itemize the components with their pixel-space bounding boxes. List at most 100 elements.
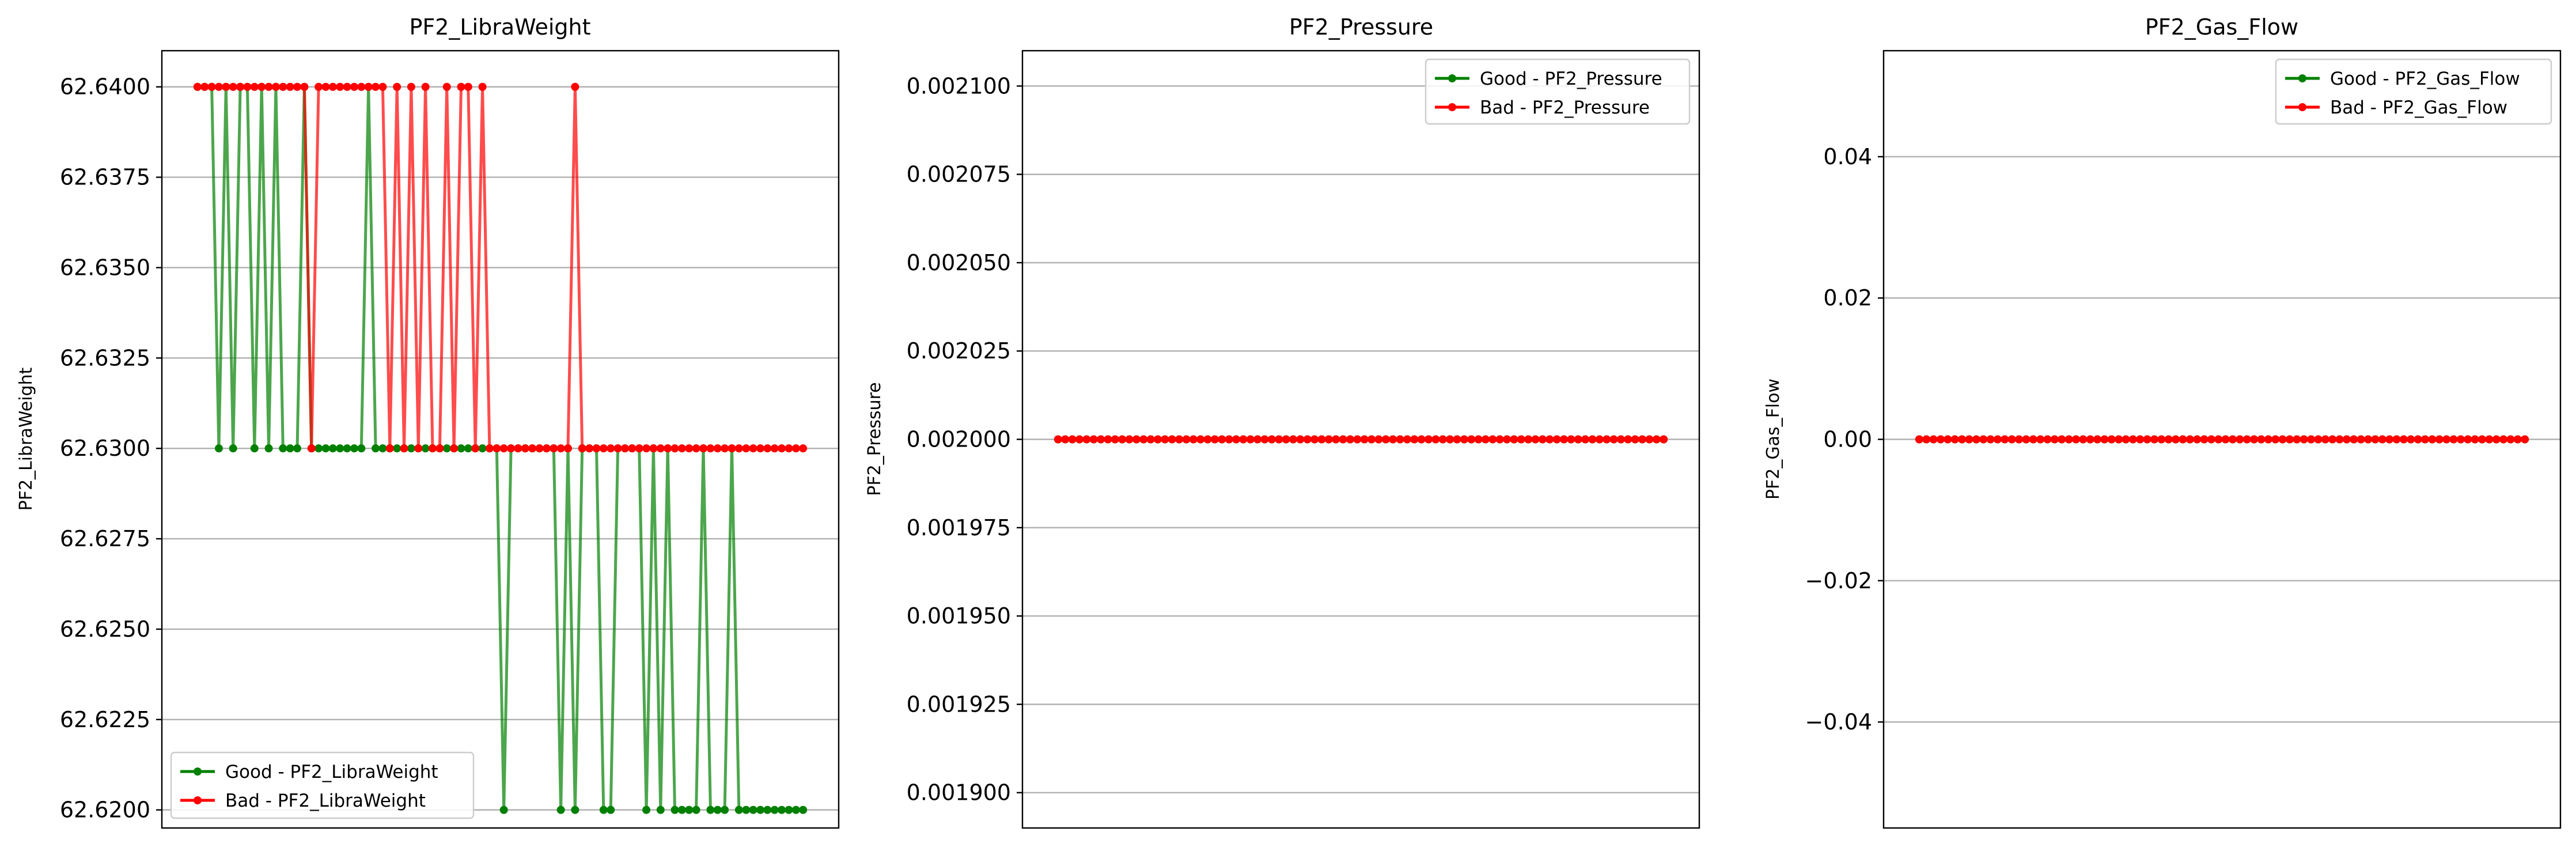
data-point — [2335, 435, 2344, 444]
data-point — [2506, 435, 2515, 444]
data-point — [2157, 435, 2166, 444]
data-point — [692, 806, 700, 814]
data-point — [2022, 435, 2031, 444]
data-point — [1196, 435, 1205, 444]
data-point — [357, 444, 366, 453]
data-point — [464, 444, 472, 453]
legend: Good - PF2_LibraWeight Bad - PF2_LibraWei… — [170, 751, 475, 819]
data-point — [457, 444, 465, 453]
data-point — [1125, 435, 1134, 444]
data-point — [2079, 435, 2088, 444]
data-point — [2307, 435, 2316, 444]
data-point — [1531, 435, 1540, 444]
data-point — [2029, 435, 2037, 444]
data-point — [393, 444, 401, 453]
legend-box — [2275, 58, 2552, 125]
data-point — [328, 82, 337, 91]
data-point — [286, 82, 294, 91]
data-point — [706, 806, 715, 814]
data-point — [2172, 435, 2180, 444]
data-point — [336, 444, 344, 453]
data-point — [1979, 435, 1988, 444]
data-point — [642, 444, 651, 453]
data-point — [620, 444, 629, 453]
data-point — [1446, 435, 1454, 444]
data-point — [279, 82, 287, 91]
chart-pressure: PF2_Pressure PF2_Pressure 0.0019000.0019… — [865, 14, 1700, 829]
data-point — [1560, 435, 1568, 444]
data-point — [293, 444, 301, 453]
legend-box — [170, 751, 475, 819]
data-point — [1346, 435, 1354, 444]
data-point — [1089, 435, 1098, 444]
data-point — [1950, 435, 1959, 444]
data-point — [2449, 435, 2458, 444]
data-point — [214, 82, 223, 91]
data-point — [264, 444, 273, 453]
data-point — [2435, 435, 2444, 444]
data-point — [2043, 435, 2052, 444]
data-point — [1403, 435, 1411, 444]
data-point — [2350, 435, 2358, 444]
data-point — [1467, 435, 1476, 444]
data-point — [1218, 435, 1226, 444]
data-point — [372, 82, 380, 91]
data-point — [378, 82, 387, 91]
data-point — [493, 444, 501, 453]
data-point — [677, 444, 686, 453]
data-point — [571, 82, 579, 91]
data-point — [642, 806, 651, 814]
data-point — [1545, 435, 1554, 444]
data-point — [2342, 435, 2351, 444]
data-point — [293, 82, 301, 91]
data-point — [1146, 435, 1155, 444]
data-point — [315, 444, 323, 453]
data-point — [713, 444, 722, 453]
legend-label: Bad - PF2_LibraWeight — [225, 791, 426, 811]
data-point — [1495, 435, 1504, 444]
data-point — [1588, 435, 1597, 444]
data-point — [507, 444, 516, 453]
data-point — [1524, 435, 1533, 444]
data-point — [1097, 435, 1105, 444]
data-point — [2100, 435, 2109, 444]
data-point — [2136, 435, 2145, 444]
data-point — [2107, 435, 2116, 444]
plot-area: 62.6200 62.6225 62.6250 62.6275 62.6300 62.63… — [60, 50, 840, 829]
data-point — [2428, 435, 2437, 444]
axes-frame — [1882, 50, 2562, 829]
data-point — [2271, 435, 2280, 444]
data-point — [343, 82, 351, 91]
data-point — [1993, 435, 2002, 444]
data-point — [372, 444, 380, 453]
data-point — [1581, 435, 1590, 444]
y-tick-label: 0.001925 — [907, 691, 1011, 717]
data-point — [571, 806, 579, 814]
data-point — [1360, 435, 1369, 444]
data-point — [1296, 435, 1305, 444]
data-point — [1111, 435, 1119, 444]
data-point — [478, 82, 487, 91]
data-point — [1132, 435, 1141, 444]
legend-label: Bad - PF2_Gas_Flow — [2330, 97, 2507, 118]
data-point — [2521, 435, 2529, 444]
data-point — [2407, 435, 2415, 444]
data-point — [407, 444, 415, 453]
data-point — [2385, 435, 2394, 444]
data-point — [1367, 435, 1376, 444]
data-point — [2050, 435, 2059, 444]
data-point — [2321, 435, 2329, 444]
data-point — [1410, 435, 1419, 444]
data-point — [1203, 435, 1212, 444]
chart-title: PF2_Pressure — [1289, 14, 1433, 40]
data-point — [521, 444, 529, 453]
data-point — [734, 444, 743, 453]
data-point — [378, 444, 387, 453]
data-point — [628, 444, 637, 453]
data-point — [1353, 435, 1362, 444]
data-point — [286, 444, 294, 453]
plot-area: 0.001900 0.001925 0.001950 0.001975 0.002000… — [907, 50, 1700, 829]
data-point — [1552, 435, 1561, 444]
data-point — [514, 444, 522, 453]
y-tick-label: 62.6325 — [60, 345, 150, 370]
